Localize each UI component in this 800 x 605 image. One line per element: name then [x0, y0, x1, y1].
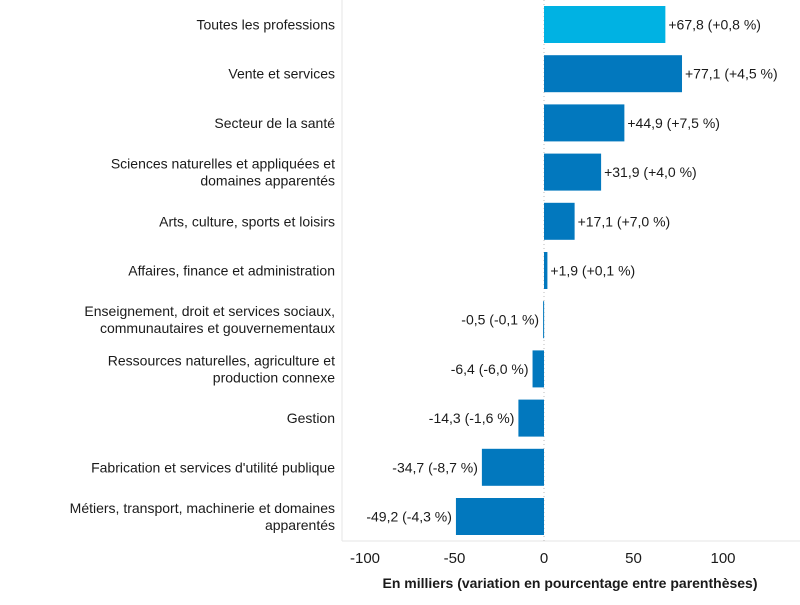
data-label: -6,4 (-6,0 %)	[451, 361, 529, 377]
bar	[544, 55, 683, 93]
category-label: communautaires et gouvernementaux	[100, 320, 335, 336]
data-label: -0,5 (-0,1 %)	[461, 312, 539, 328]
bar	[544, 6, 666, 43]
data-label: +31,9 (+4,0 %)	[604, 164, 697, 180]
data-label: +67,8 (+0,8 %)	[668, 17, 761, 33]
data-label: +1,9 (+0,1 %)	[550, 263, 635, 279]
bar	[518, 399, 544, 437]
x-tick-label: -50	[444, 550, 466, 567]
x-tick-label: 50	[625, 550, 642, 567]
category-label: Affaires, finance et administration	[128, 263, 335, 279]
data-label: +17,1 (+7,0 %)	[578, 213, 671, 229]
category-label: Toutes les professions	[196, 17, 335, 33]
data-label: -49,2 (-4,3 %)	[366, 509, 452, 525]
category-label: production connexe	[213, 369, 335, 385]
bar	[532, 350, 544, 388]
bar	[543, 301, 545, 339]
bar	[455, 498, 544, 535]
x-tick-label: 0	[540, 550, 548, 567]
bar	[481, 448, 544, 486]
bar	[544, 202, 575, 240]
category-label: Secteur de la santé	[214, 115, 335, 131]
x-tick-label: 100	[710, 550, 735, 567]
data-label: +77,1 (+4,5 %)	[685, 66, 778, 82]
category-label: Enseignement, droit et services sociaux,	[84, 303, 335, 319]
bar	[544, 153, 602, 191]
data-label: -34,7 (-8,7 %)	[392, 459, 478, 475]
category-label: Métiers, transport, machinerie et domain…	[70, 500, 335, 516]
category-label: apparentés	[265, 517, 335, 533]
bar	[544, 104, 625, 142]
category-label: Arts, culture, sports et loisirs	[159, 213, 335, 229]
x-tick-label: -100	[350, 550, 380, 567]
x-axis-label: En milliers (variation en pourcentage en…	[383, 575, 758, 591]
category-label: Gestion	[287, 410, 335, 426]
category-label: Vente et services	[228, 66, 335, 82]
category-label: Fabrication et services d'utilité publiq…	[91, 459, 335, 475]
category-label: Sciences naturelles et appliquées et	[111, 156, 335, 172]
category-label: Ressources naturelles, agriculture et	[108, 352, 335, 368]
data-label: -14,3 (-1,6 %)	[429, 410, 515, 426]
data-label: +44,9 (+7,5 %)	[627, 115, 720, 131]
category-label: domaines apparentés	[200, 173, 335, 189]
bar	[544, 252, 548, 289]
